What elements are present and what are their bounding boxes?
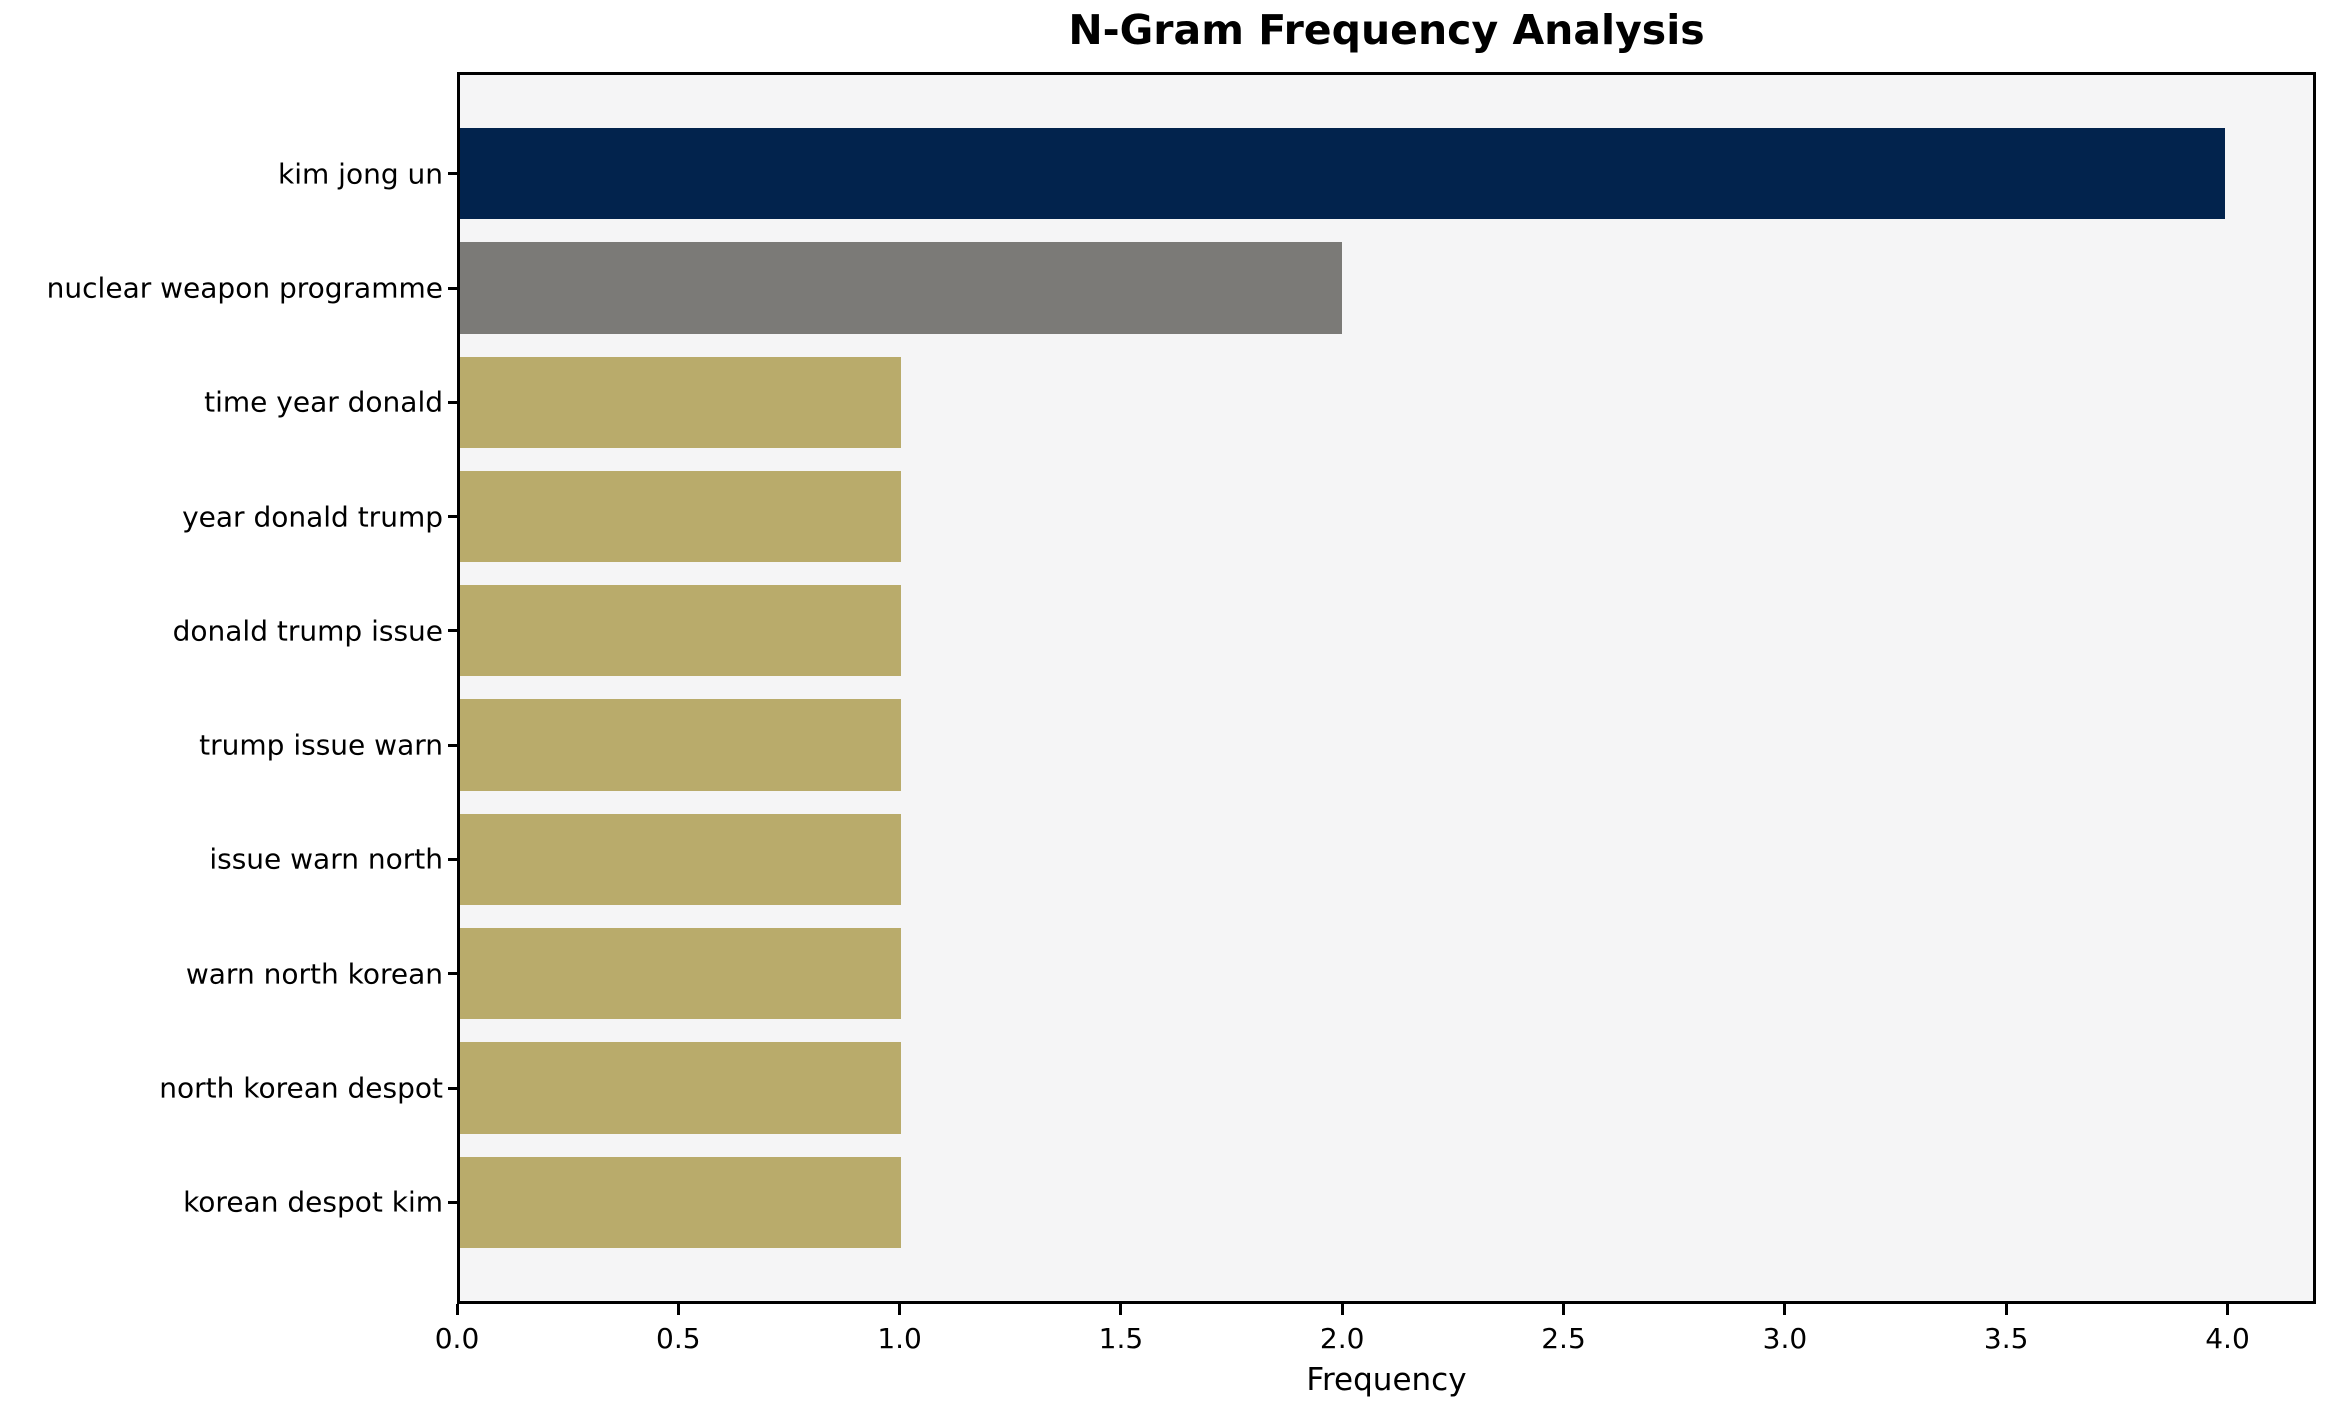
y-tick-label: korean despot kim xyxy=(183,1185,443,1219)
x-tick-label: 3.0 xyxy=(1762,1322,1808,1355)
x-tick-label: 1.0 xyxy=(877,1322,922,1355)
x-tick-mark xyxy=(1562,1304,1565,1315)
y-tick-mark xyxy=(448,1086,457,1090)
y-tick-label: time year donald xyxy=(204,385,443,419)
y-tick-mark xyxy=(448,743,457,747)
bar xyxy=(460,470,902,563)
x-tick-label: 0.5 xyxy=(656,1322,701,1355)
bar xyxy=(460,1156,902,1248)
x-tick-mark xyxy=(676,1304,680,1315)
y-tick-label: donald trump issue xyxy=(172,614,443,648)
bar xyxy=(460,699,902,791)
x-tick-label: 4.0 xyxy=(2205,1322,2250,1355)
bar xyxy=(460,242,1343,334)
y-tick-mark xyxy=(448,172,457,176)
x-tick-mark xyxy=(2004,1304,2008,1315)
x-axis-title: Frequency xyxy=(1306,1362,1467,1398)
y-tick-label: nuclear weapon programme xyxy=(46,271,443,305)
y-tick-label: north korean despot xyxy=(159,1071,443,1105)
bar xyxy=(460,928,902,1020)
x-tick-label: 2.0 xyxy=(1319,1322,1365,1355)
y-tick-label: warn north korean xyxy=(185,957,443,991)
bar xyxy=(460,813,902,906)
y-tick-mark xyxy=(448,972,457,976)
bar xyxy=(460,128,2225,220)
x-tick-mark xyxy=(1119,1304,1123,1315)
y-tick-mark xyxy=(448,400,457,404)
x-tick-mark xyxy=(898,1304,902,1315)
y-tick-label: year donald trump xyxy=(182,500,443,534)
y-tick-label: trump issue warn xyxy=(199,728,443,762)
x-tick-mark xyxy=(2226,1304,2229,1315)
x-tick-mark xyxy=(1783,1304,1787,1315)
y-tick-mark xyxy=(448,629,457,633)
bar xyxy=(460,356,902,448)
y-tick-label: kim jong un xyxy=(278,157,443,191)
y-tick-mark xyxy=(448,1200,457,1204)
y-tick-mark xyxy=(448,286,457,290)
bar xyxy=(460,1042,902,1134)
x-tick-label: 1.5 xyxy=(1098,1322,1144,1355)
x-tick-mark xyxy=(455,1304,459,1315)
chart-title: N-Gram Frequency Analysis xyxy=(1068,6,1705,54)
x-tick-label: 0.0 xyxy=(434,1322,480,1355)
y-tick-label: issue warn north xyxy=(209,842,443,876)
y-tick-mark xyxy=(448,515,457,519)
y-tick-mark xyxy=(448,857,457,861)
bars-layer xyxy=(457,72,2316,1304)
x-tick-label: 3.5 xyxy=(1983,1322,2029,1355)
x-tick-mark xyxy=(1340,1304,1344,1315)
x-tick-label: 2.5 xyxy=(1541,1322,1586,1355)
bar xyxy=(460,585,902,677)
y-axis-labels: kim jong un nuclear weapon programme time … xyxy=(0,72,443,1304)
